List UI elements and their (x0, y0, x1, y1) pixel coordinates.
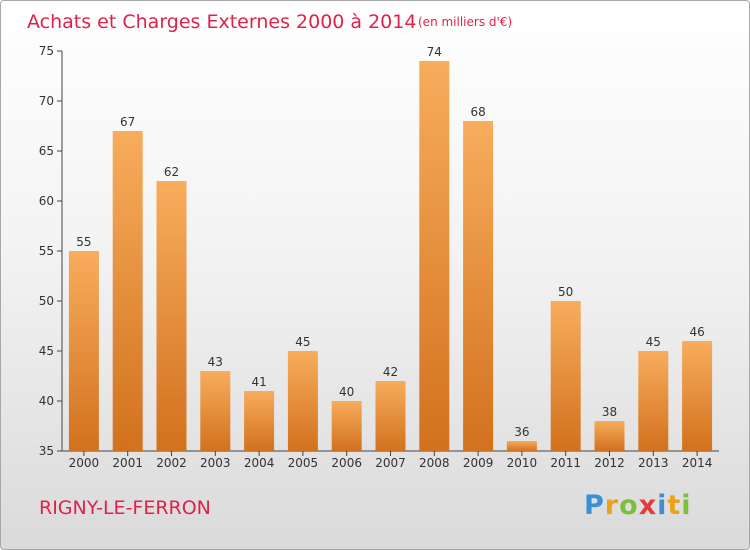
data-label: 42 (383, 365, 398, 379)
y-tick-label: 35 (39, 444, 54, 458)
x-tick-label: 2005 (288, 456, 319, 470)
bar-2009 (463, 121, 494, 451)
x-tick-label: 2000 (69, 456, 100, 470)
chart-subtitle: (en milliers d'€) (418, 15, 512, 29)
y-tick-label: 40 (39, 394, 54, 408)
data-label: 45 (295, 335, 310, 349)
logo-letter: i (657, 490, 668, 521)
proxiti-logo: Proxiti (584, 490, 692, 521)
y-tick-label: 70 (39, 94, 54, 108)
bar-2013 (638, 351, 669, 451)
data-label: 41 (251, 375, 266, 389)
logo-letter: r (604, 490, 620, 521)
data-label: 38 (602, 405, 617, 419)
logo-letter: P (584, 490, 605, 521)
bar-2012 (594, 421, 625, 451)
bar-2000 (68, 251, 99, 451)
axes: 35 40 45 50 55 60 65 70 75 2000 2001 2002 2003 2004 20… (39, 44, 719, 470)
x-tick-label: 2003 (200, 456, 231, 470)
data-label: 45 (646, 335, 661, 349)
logo-letter: i (681, 490, 692, 521)
chart-title: Achats et Charges Externes 2000 à 2014 (27, 11, 416, 33)
bars-group: 55 67 62 43 41 45 40 42 74 68 36 50 38 45 46 (68, 45, 713, 451)
x-tick-label: 2010 (507, 456, 538, 470)
data-label: 68 (470, 105, 485, 119)
data-label: 46 (689, 325, 704, 339)
data-label: 74 (427, 45, 442, 59)
x-tick-label: 2014 (682, 456, 713, 470)
data-label: 43 (208, 355, 223, 369)
data-label: 55 (76, 235, 91, 249)
x-tick-label: 2013 (638, 456, 669, 470)
bar-2005 (287, 351, 318, 451)
bar-2007 (375, 381, 406, 451)
x-tick-label: 2004 (244, 456, 275, 470)
y-tick-label: 65 (39, 144, 54, 158)
x-tick-label: 2012 (594, 456, 625, 470)
bar-2002 (156, 181, 187, 451)
bar-2003 (200, 371, 231, 451)
data-label: 50 (558, 285, 573, 299)
y-tick-label: 60 (39, 194, 54, 208)
logo-letter: o (619, 490, 639, 521)
x-tick-label: 2011 (550, 456, 581, 470)
data-label: 36 (514, 425, 529, 439)
bar-2014 (682, 341, 713, 451)
y-tick-label: 50 (39, 294, 54, 308)
y-tick-label: 75 (39, 44, 54, 58)
data-label: 40 (339, 385, 354, 399)
y-tick-label: 45 (39, 344, 54, 358)
data-label: 67 (120, 115, 135, 129)
x-tick-label: 2007 (375, 456, 406, 470)
y-tick-label: 55 (39, 244, 54, 258)
bar-2001 (112, 131, 143, 451)
logo-letter: x (638, 490, 658, 521)
data-label: 62 (164, 165, 179, 179)
bar-2011 (550, 301, 581, 451)
commune-name: RIGNY-LE-FERRON (39, 497, 211, 519)
x-tick-label: 2008 (419, 456, 450, 470)
logo-letter: t (667, 490, 682, 521)
x-tick-label: 2002 (156, 456, 187, 470)
bar-2008 (419, 61, 450, 451)
x-tick-label: 2001 (112, 456, 143, 470)
x-tick-label: 2006 (331, 456, 362, 470)
bar-2006 (331, 401, 362, 451)
bar-2004 (244, 391, 275, 451)
x-tick-label: 2009 (463, 456, 494, 470)
bar-2010 (506, 441, 537, 451)
